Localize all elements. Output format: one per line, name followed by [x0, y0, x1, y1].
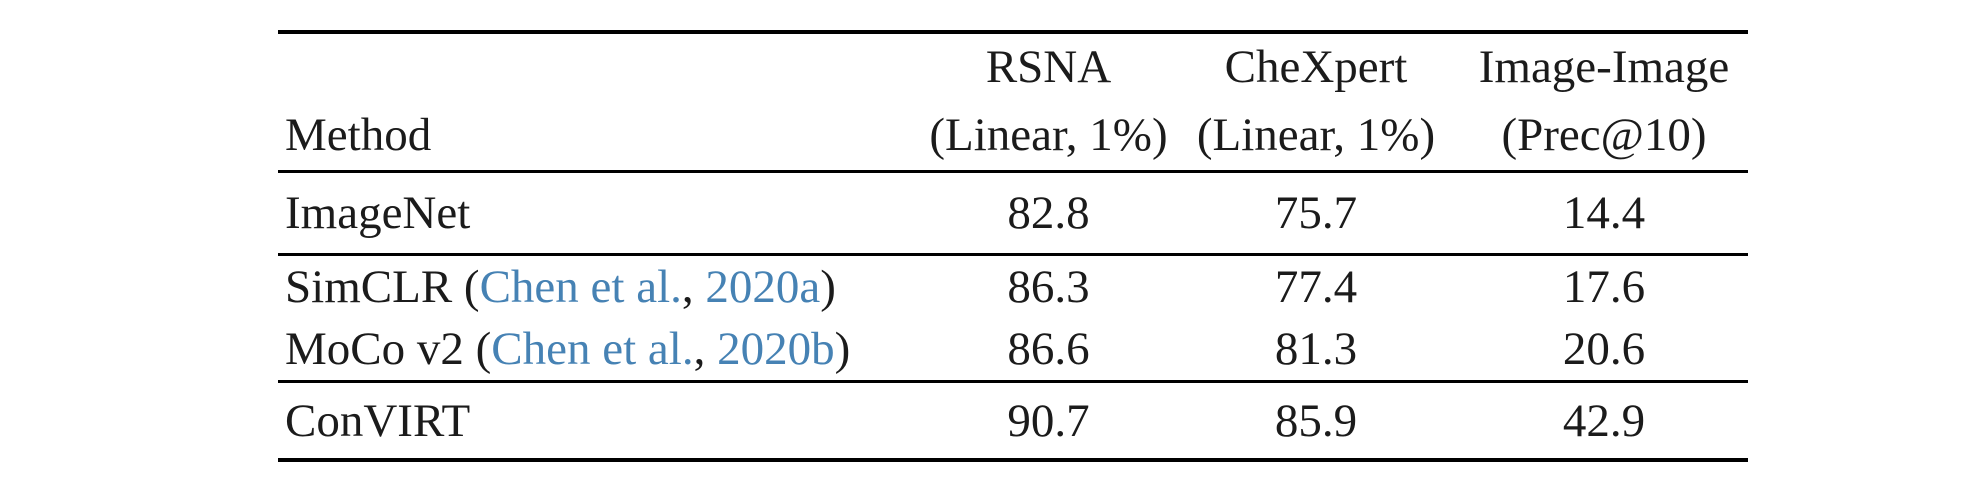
header-chexpert-sub: (Linear, 1%): [1172, 100, 1460, 173]
group-imagenet: ImageNet 82.8 75.7 14.4: [278, 171, 1748, 256]
method-cell: SimCLR (Chen et al., 2020a): [278, 255, 925, 319]
method-label: MoCo v2 (: [285, 323, 492, 375]
value-cell-image-image: 14.4: [1460, 171, 1748, 256]
header-image-image-sub: (Prec@10): [1460, 100, 1748, 173]
table-row-simclr: SimCLR (Chen et al., 2020a) 86.3 77.4 17…: [278, 255, 1748, 319]
method-cell: MoCo v2 (Chen et al., 2020b): [278, 318, 925, 383]
value-cell-rsna: 86.3: [1007, 261, 1090, 313]
value-cell-rsna: 86.6: [925, 318, 1172, 383]
value-cell-chexpert: 77.4: [1274, 261, 1358, 313]
method-label-suffix: ): [834, 323, 851, 375]
value-cell-chexpert: 81.3: [1172, 318, 1460, 383]
header-row-2: Method (Linear, 1%) (Linear, 1%) (Prec@1…: [278, 100, 1748, 173]
value-cell-chexpert: 85.9: [1172, 381, 1460, 462]
results-table: RSNA CheXpert Image-Image Method (Linear…: [278, 30, 1748, 462]
table-row-imagenet: ImageNet 82.8 75.7 14.4: [278, 171, 1748, 256]
citation-separator: ,: [681, 261, 706, 313]
value-cell-image-image: 42.9: [1460, 381, 1748, 462]
header-chexpert: CheXpert: [1172, 30, 1460, 100]
value-cell-rsna: 90.7: [925, 381, 1172, 462]
method-label: ImageNet: [285, 187, 471, 239]
header-rsna: RSNA: [925, 30, 1172, 100]
citation-link[interactable]: Chen et al.: [491, 323, 694, 375]
header-image-image: Image-Image: [1460, 30, 1748, 100]
citation-link[interactable]: Chen et al.: [479, 261, 682, 313]
header-method: Method: [278, 100, 925, 173]
method-label: SimCLR (: [285, 261, 480, 313]
header-method-spacer: [278, 30, 925, 100]
value-cell-image-image: 17.6: [1562, 261, 1646, 313]
table-header: RSNA CheXpert Image-Image Method (Linear…: [278, 30, 1748, 173]
method-cell: ConVIRT: [278, 381, 925, 462]
citation-year-link[interactable]: 2020b: [717, 323, 835, 375]
group-contrastive-baselines: SimCLR (Chen et al., 2020a) 86.3 77.4 17…: [278, 255, 1748, 383]
citation-year-link[interactable]: 2020a: [705, 261, 821, 313]
table-row-moco-v2: MoCo v2 (Chen et al., 2020b) 86.6 81.3 2…: [278, 318, 1748, 383]
method-cell: ImageNet: [278, 171, 925, 256]
value-cell-image-image: 20.6: [1460, 318, 1748, 383]
value-cell-chexpert: 75.7: [1172, 171, 1460, 256]
table-row-convirt: ConVIRT 90.7 85.9 42.9: [278, 381, 1748, 462]
header-row-1: RSNA CheXpert Image-Image: [278, 30, 1748, 100]
citation-separator: ,: [693, 323, 718, 375]
group-convirt: ConVIRT 90.7 85.9 42.9: [278, 381, 1748, 462]
value-cell-rsna: 82.8: [925, 171, 1172, 256]
method-label-suffix: ): [820, 261, 836, 313]
header-rsna-sub: (Linear, 1%): [925, 100, 1172, 173]
method-label: ConVIRT: [285, 394, 471, 447]
